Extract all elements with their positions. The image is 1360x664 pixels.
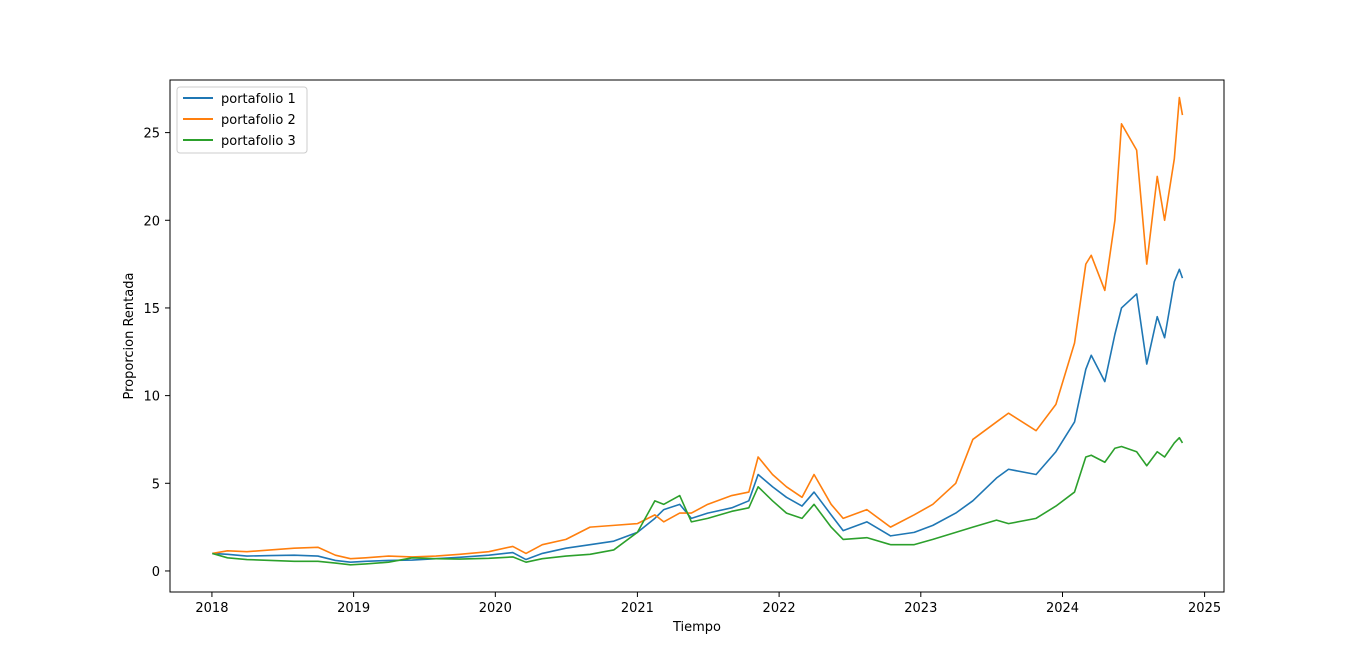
legend-label: portafolio 2 bbox=[221, 113, 296, 128]
legend-item: portafolio 1 bbox=[183, 92, 296, 107]
x-tick-label: 2023 bbox=[904, 601, 937, 616]
y-tick-label: 25 bbox=[143, 127, 160, 142]
y-tick-label: 0 bbox=[152, 565, 160, 580]
legend-box bbox=[176, 86, 308, 154]
plot-frame bbox=[169, 79, 1225, 593]
y-tick-label: 5 bbox=[152, 477, 160, 492]
legend-item: portafolio 2 bbox=[183, 113, 296, 128]
x-tick-label: 2019 bbox=[337, 601, 370, 616]
y-tick-label: 15 bbox=[143, 302, 160, 317]
y-tick-label: 10 bbox=[143, 390, 160, 405]
x-tick-label: 2021 bbox=[621, 601, 654, 616]
legend-item: portafolio 3 bbox=[183, 134, 296, 149]
legend: portafolio 1 portafolio 2 portafolio 3 bbox=[176, 86, 308, 154]
series-line bbox=[212, 436, 1184, 566]
x-axis: 2018 2019 2020 2021 2022 2023 2024 2025 bbox=[195, 592, 1221, 616]
x-tick-label: 2024 bbox=[1046, 601, 1079, 616]
y-axis-label: Proporcion Rentada bbox=[122, 273, 137, 400]
x-tick-label: 2020 bbox=[479, 601, 512, 616]
y-axis: 0 5 10 15 20 25 bbox=[143, 127, 170, 580]
series-lines bbox=[212, 96, 1184, 566]
y-tick-label: 20 bbox=[143, 214, 160, 229]
legend-label: portafolio 3 bbox=[221, 134, 296, 149]
x-axis-label: Tiempo bbox=[672, 620, 721, 635]
legend-label: portafolio 1 bbox=[221, 92, 296, 107]
x-tick-label: 2018 bbox=[195, 601, 228, 616]
x-tick-label: 2022 bbox=[763, 601, 796, 616]
x-tick-label: 2025 bbox=[1188, 601, 1221, 616]
series-line bbox=[212, 96, 1184, 560]
